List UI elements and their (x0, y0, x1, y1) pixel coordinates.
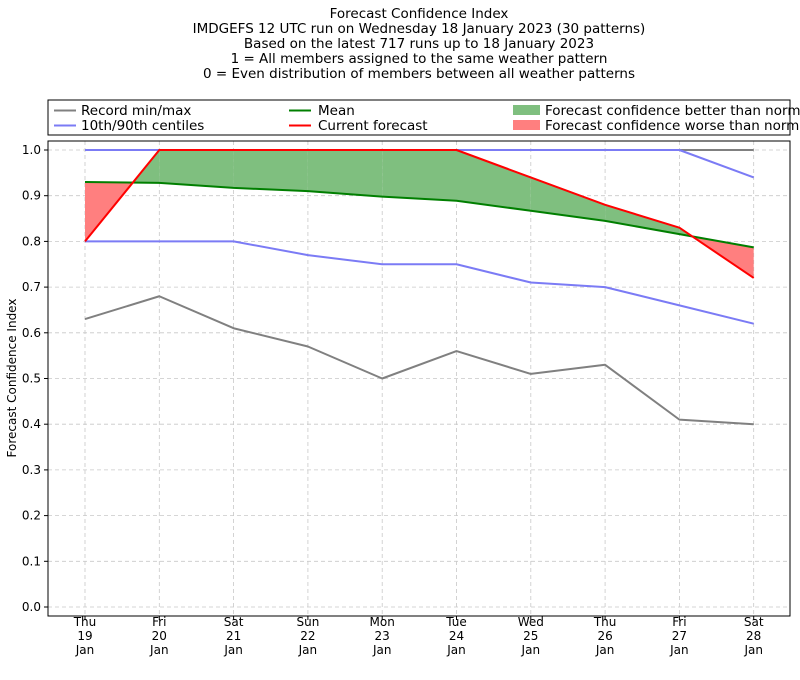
legend-swatch-worse (513, 120, 540, 130)
x-tick-label: Mon (370, 615, 395, 629)
title-line-2: IMDGEFS 12 UTC run on Wednesday 18 Janua… (193, 21, 646, 37)
y-tick-label: 0.5 (22, 372, 41, 386)
x-tick-label: 27 (672, 629, 687, 643)
x-tick-label: Jan (446, 643, 466, 657)
fill-better-than-normal (456, 150, 531, 211)
series-line-mean (84, 180, 754, 249)
x-tick-label: 23 (375, 629, 390, 643)
y-axis: 0.0 0.1 0.2 0.3 0.4 0.5 0.6 0.7 0.8 0.9 1.0 (22, 143, 48, 614)
y-tick-label: 0.4 (22, 417, 41, 431)
x-tick-label: Jan (372, 643, 392, 657)
y-tick-label: 0.9 (22, 189, 41, 203)
title-line-3: Based on the latest 717 runs up to 18 Ja… (244, 36, 594, 52)
x-tick-label: Sat (224, 615, 244, 629)
x-tick-label: 20 (152, 629, 167, 643)
y-tick-label: 0.0 (22, 600, 41, 614)
fill-better-than-normal (382, 150, 457, 201)
legend-frame (47, 99, 791, 136)
x-tick-label: 22 (300, 629, 315, 643)
x-axis: Thu19JanFri20JanSat21JanSun22JanMon23Jan… (73, 615, 764, 657)
x-tick-label: Sat (744, 615, 764, 629)
x-tick-label: 24 (449, 629, 464, 643)
title-line-4: 1 = All members assigned to the same wea… (231, 51, 608, 67)
y-axis-label: Forecast Confidence Index (5, 299, 19, 458)
chart-title: Forecast Confidence Index IMDGEFS 12 UTC… (193, 6, 646, 82)
x-tick-label: Jan (223, 643, 243, 657)
x-tick-label: Jan (595, 643, 615, 657)
x-tick-label: Fri (672, 615, 686, 629)
x-tick-label: Tue (445, 615, 467, 629)
x-tick-label: Jan (149, 643, 169, 657)
x-tick-label: 25 (523, 629, 538, 643)
x-tick-label: Jan (298, 643, 318, 657)
y-tick-label: 0.7 (22, 280, 41, 294)
x-tick-label: 19 (77, 629, 92, 643)
x-tick-label: 21 (226, 629, 241, 643)
fill-better-than-normal (530, 177, 606, 221)
series-line-p10 (85, 240, 754, 325)
y-tick-label: 0.3 (22, 463, 41, 477)
x-tick-label: 26 (597, 629, 612, 643)
legend-label-mean: Mean (318, 103, 355, 119)
series-lines (84, 149, 755, 426)
x-tick-label: Thu (593, 615, 617, 629)
legend-label-current: Current forecast (318, 118, 428, 134)
x-tick-label: 28 (746, 629, 761, 643)
x-tick-label: Thu (73, 615, 97, 629)
legend-label-worse: Forecast confidence worse than normal (545, 118, 800, 134)
x-tick-label: Jan (743, 643, 763, 657)
legend-swatch-better (513, 105, 540, 115)
title-line-1: Forecast Confidence Index (330, 6, 509, 22)
legend-label-record: Record min/max (81, 103, 191, 119)
title-line-5: 0 = Even distribution of members between… (203, 66, 635, 82)
x-tick-label: Fri (152, 615, 166, 629)
series-line-record-min (84, 295, 754, 426)
legend: Record min/max 10th/90th centiles Mean C… (47, 99, 800, 136)
fill-better-than-normal (307, 150, 383, 197)
legend-label-centiles: 10th/90th centiles (81, 118, 204, 134)
series-line-current (84, 149, 755, 279)
y-tick-label: 1.0 (22, 143, 41, 157)
y-tick-label: 0.8 (22, 234, 41, 248)
x-tick-label: Jan (521, 643, 541, 657)
legend-label-better: Forecast confidence better than normal (545, 103, 800, 119)
x-tick-label: Wed (518, 615, 544, 629)
fill-better-than-normal (159, 150, 234, 188)
x-tick-label: Jan (669, 643, 689, 657)
y-tick-label: 0.1 (22, 554, 41, 568)
x-tick-label: Sun (296, 615, 319, 629)
x-tick-label: Jan (75, 643, 95, 657)
fill-better-than-normal (233, 150, 308, 192)
y-tick-label: 0.2 (22, 509, 41, 523)
y-tick-label: 0.6 (22, 326, 41, 340)
fill-better-than-normal (605, 204, 680, 235)
